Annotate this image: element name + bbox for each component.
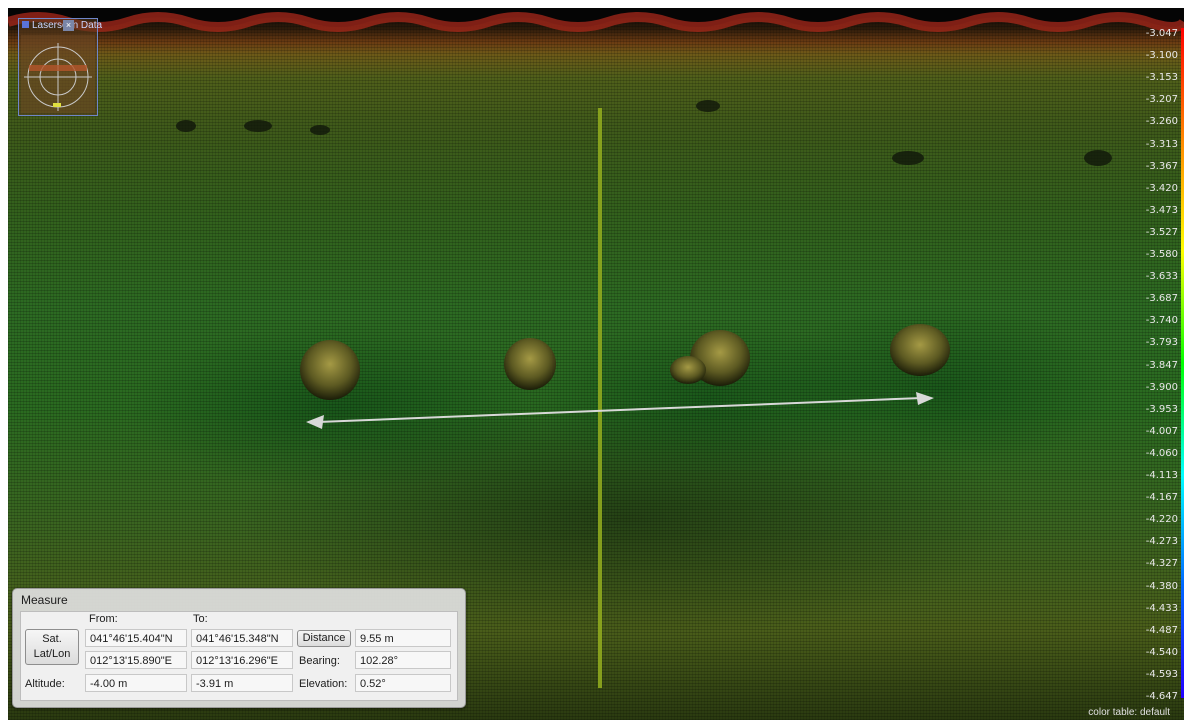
color-scale-label: -4.593: [1145, 668, 1178, 680]
measure-panel[interactable]: Measure From: To: Sat. Lat/Lon 041°46'15…: [12, 588, 466, 708]
drum-objects: [300, 324, 950, 400]
color-scale-label: -3.900: [1145, 381, 1178, 393]
measure-title: Measure: [21, 593, 68, 607]
color-scale-label: -3.260: [1145, 116, 1178, 128]
color-scale-label: -3.367: [1145, 160, 1178, 172]
elevation-label: Elevation:: [299, 678, 348, 690]
scan-edge-red: [8, 12, 1184, 32]
color-scale-label: -4.540: [1145, 646, 1178, 658]
color-scale-label: -3.153: [1145, 72, 1178, 84]
bearing-field[interactable]: 102.28°: [355, 651, 451, 669]
elevation-field[interactable]: 0.52°: [355, 674, 451, 692]
color-scale-label: -3.580: [1145, 249, 1178, 260]
laserscan-viewport[interactable]: Laserscan Data × -3.047 -3.100 -3.153 -3.20…: [8, 8, 1184, 720]
altitude-label: Altitude:: [25, 678, 65, 690]
from-latitude-field[interactable]: 041°46'15.404"N: [85, 629, 187, 647]
point-cloud-scene: [8, 8, 1184, 688]
distance-button[interactable]: Distance: [297, 630, 351, 647]
color-scale-label: -3.207: [1145, 94, 1178, 106]
color-scale-label: -3.527: [1145, 226, 1178, 238]
close-icon[interactable]: ×: [63, 20, 74, 31]
color-scale-label: -3.633: [1145, 271, 1178, 283]
scan-edge-dark: [8, 8, 1184, 27]
scan-vertical-line: [598, 108, 602, 688]
to-header: To:: [193, 613, 208, 625]
window-icon: [22, 21, 29, 28]
color-scale-bar: [1181, 28, 1184, 698]
color-scale-label: -4.647: [1145, 691, 1178, 702]
color-scale-label: -4.007: [1145, 425, 1178, 437]
color-scale-label: -3.740: [1145, 315, 1178, 327]
coordinate-format-button[interactable]: Sat. Lat/Lon: [25, 629, 79, 665]
color-scale-label: -3.047: [1145, 28, 1178, 39]
color-scale-label: -4.167: [1145, 492, 1178, 504]
color-scale-label: -3.313: [1145, 138, 1178, 150]
color-scale-label: -4.433: [1145, 602, 1178, 614]
from-altitude-field[interactable]: -4.00 m: [85, 674, 187, 692]
color-scale-label: -4.220: [1145, 514, 1178, 526]
color-scale-label: -4.113: [1145, 470, 1178, 481]
from-longitude-field[interactable]: 012°13'15.890"E: [85, 651, 187, 669]
color-scale-label: -3.793: [1145, 337, 1178, 349]
to-altitude-field[interactable]: -3.91 m: [191, 674, 293, 692]
compass-icon: [21, 35, 95, 113]
color-scale-label: -3.847: [1145, 359, 1178, 371]
color-scale-label: -4.380: [1145, 580, 1178, 592]
color-scale-label: -4.487: [1145, 624, 1178, 636]
from-header: From:: [89, 613, 118, 625]
color-scale-label: -4.060: [1145, 447, 1178, 459]
color-scale-label: -4.273: [1145, 536, 1178, 548]
to-latitude-field[interactable]: 041°46'15.348"N: [191, 629, 293, 647]
color-scale-label: -3.473: [1145, 204, 1178, 216]
measure-end-arrow: [916, 392, 934, 405]
to-longitude-field[interactable]: 012°13'16.296"E: [191, 651, 293, 669]
color-scale-label: -3.687: [1145, 293, 1178, 305]
measure-line[interactable]: [306, 392, 934, 429]
color-scale-labels: -3.047 -3.100 -3.153 -3.207 -3.260 -3.313 -3.3…: [1128, 8, 1178, 720]
seabed-debris: [176, 100, 1112, 166]
color-scale-label: -4.327: [1145, 558, 1178, 570]
overview-title-bar: Laserscan Data: [19, 19, 102, 33]
measure-fields: From: To: Sat. Lat/Lon 041°46'15.404"N 0…: [20, 611, 458, 701]
measure-start-arrow: [306, 415, 324, 429]
distance-field[interactable]: 9.55 m: [355, 629, 451, 647]
color-scale-label: -3.100: [1145, 50, 1178, 62]
color-scale-label: -3.953: [1145, 403, 1178, 415]
color-table-label: color table: default: [1088, 707, 1170, 718]
color-scale-label: -3.420: [1145, 182, 1178, 194]
overview-map[interactable]: Laserscan Data ×: [18, 18, 102, 116]
bearing-label: Bearing:: [299, 655, 340, 667]
